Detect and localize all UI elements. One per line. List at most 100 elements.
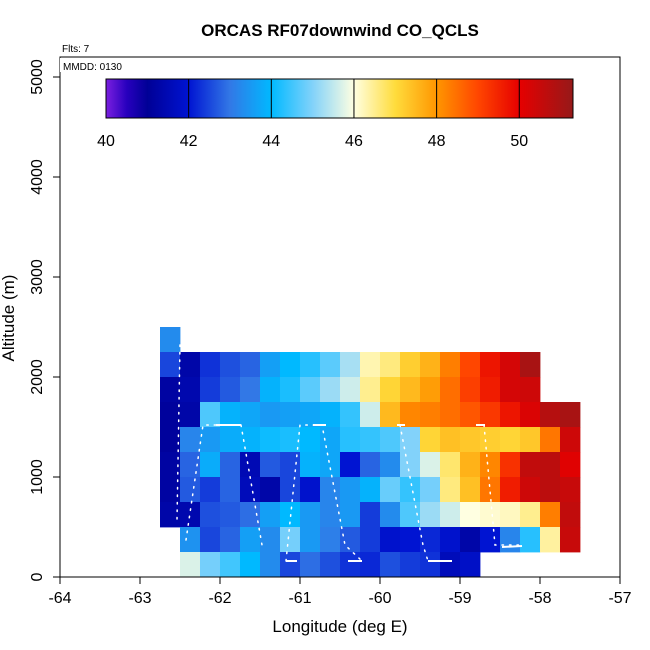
heatmap-cell <box>360 427 381 453</box>
heatmap-cell <box>380 377 401 403</box>
heatmap-cell <box>320 427 341 453</box>
colorbar-tick-label: 44 <box>262 133 280 150</box>
heatmap-cell <box>180 552 201 578</box>
heatmap-cell <box>160 452 181 478</box>
heatmap-cell <box>360 452 381 478</box>
heatmap-cell <box>200 452 221 478</box>
heatmap-cell <box>380 527 401 553</box>
heatmap-cell <box>480 452 501 478</box>
heatmap-cell <box>360 552 381 578</box>
heatmap-cell <box>200 552 221 578</box>
flight-track <box>176 344 523 562</box>
heatmap-cell <box>500 452 521 478</box>
heatmap-cell <box>220 527 241 553</box>
y-tick-label: 3000 <box>29 259 46 295</box>
heatmap-cell <box>420 402 441 428</box>
heatmap-cell <box>160 352 181 378</box>
heatmap-cell <box>560 477 581 503</box>
heatmap-cell <box>360 527 381 553</box>
heatmap-cell <box>320 527 341 553</box>
heatmap-cell <box>460 527 481 553</box>
heatmap-cell <box>540 502 561 528</box>
heatmap-cell <box>540 452 561 478</box>
heatmap-cell <box>380 427 401 453</box>
heatmap-cell <box>220 502 241 528</box>
heatmap-cell <box>420 427 441 453</box>
heatmap-cell <box>320 352 341 378</box>
heatmap-cell <box>280 352 301 378</box>
heatmap-cell <box>300 452 321 478</box>
heatmap-cell <box>160 402 181 428</box>
y-tick-label: 0 <box>29 572 46 581</box>
heatmap-cell <box>260 477 281 503</box>
heatmap-cell <box>340 377 361 403</box>
heatmap-cell <box>420 527 441 553</box>
heatmap-cell <box>400 377 421 403</box>
heatmap-cell <box>300 477 321 503</box>
heatmap-cell <box>340 552 361 578</box>
heatmap-cell <box>200 502 221 528</box>
heatmap-cell <box>460 477 481 503</box>
heatmap-cell <box>300 527 321 553</box>
heatmap-cells <box>160 327 581 578</box>
colorbar-tick-label: 42 <box>180 133 198 150</box>
heatmap-cell <box>260 552 281 578</box>
heatmap-cell <box>500 402 521 428</box>
heatmap-cell <box>380 502 401 528</box>
heatmap-cell <box>420 477 441 503</box>
heatmap-cell <box>340 477 361 503</box>
heatmap-cell <box>420 352 441 378</box>
heatmap-cell <box>500 477 521 503</box>
colorbar-tick-label: 50 <box>510 133 528 150</box>
heatmap-cell <box>360 352 381 378</box>
heatmap-cell <box>240 452 261 478</box>
heatmap-cell <box>380 452 401 478</box>
heatmap-cell <box>400 352 421 378</box>
flight-track-level-leg <box>501 545 523 548</box>
x-axis: -64 -63 -62 -61 -60 -59 -58 -57 <box>48 577 632 607</box>
heatmap-cell <box>280 477 301 503</box>
heatmap-cell <box>400 402 421 428</box>
heatmap-cell <box>200 477 221 503</box>
heatmap-cell <box>400 502 421 528</box>
heatmap-cell <box>240 377 261 403</box>
heatmap-cell <box>260 352 281 378</box>
heatmap-cell <box>280 377 301 403</box>
colorbar-tick-label: 48 <box>428 133 446 150</box>
heatmap-cell <box>260 527 281 553</box>
heatmap-cell <box>340 352 361 378</box>
heatmap-cell <box>520 427 541 453</box>
heatmap-cell <box>180 377 201 403</box>
plot-frame <box>59 56 621 578</box>
heatmap-cell <box>500 427 521 453</box>
y-axis-label: Altitude (m) <box>0 275 18 362</box>
heatmap-cell <box>360 502 381 528</box>
heatmap-cell <box>560 452 581 478</box>
heatmap-cell <box>380 352 401 378</box>
heatmap-cell <box>460 452 481 478</box>
heatmap-cell <box>220 427 241 453</box>
heatmap-cell <box>260 427 281 453</box>
x-tick-label: -59 <box>448 590 471 607</box>
heatmap-cell <box>520 377 541 403</box>
heatmap-cell <box>180 527 201 553</box>
heatmap-cell <box>380 402 401 428</box>
heatmap-cell <box>420 377 441 403</box>
heatmap-cell <box>400 477 421 503</box>
heatmap-cell <box>180 352 201 378</box>
heatmap-cell <box>240 427 261 453</box>
y-tick-label: 1000 <box>29 459 46 495</box>
x-tick-label: -63 <box>128 590 151 607</box>
heatmap-cell <box>320 377 341 403</box>
heatmap-cell <box>180 502 201 528</box>
heatmap-cell <box>460 552 481 578</box>
x-tick-label: -60 <box>368 590 391 607</box>
heatmap-cell <box>540 427 561 453</box>
heatmap-cell <box>520 452 541 478</box>
heatmap-cell <box>460 402 481 428</box>
heatmap-cell <box>200 402 221 428</box>
heatmap-cell <box>160 502 181 528</box>
heatmap-cell <box>220 452 241 478</box>
x-tick-label: -57 <box>608 590 631 607</box>
